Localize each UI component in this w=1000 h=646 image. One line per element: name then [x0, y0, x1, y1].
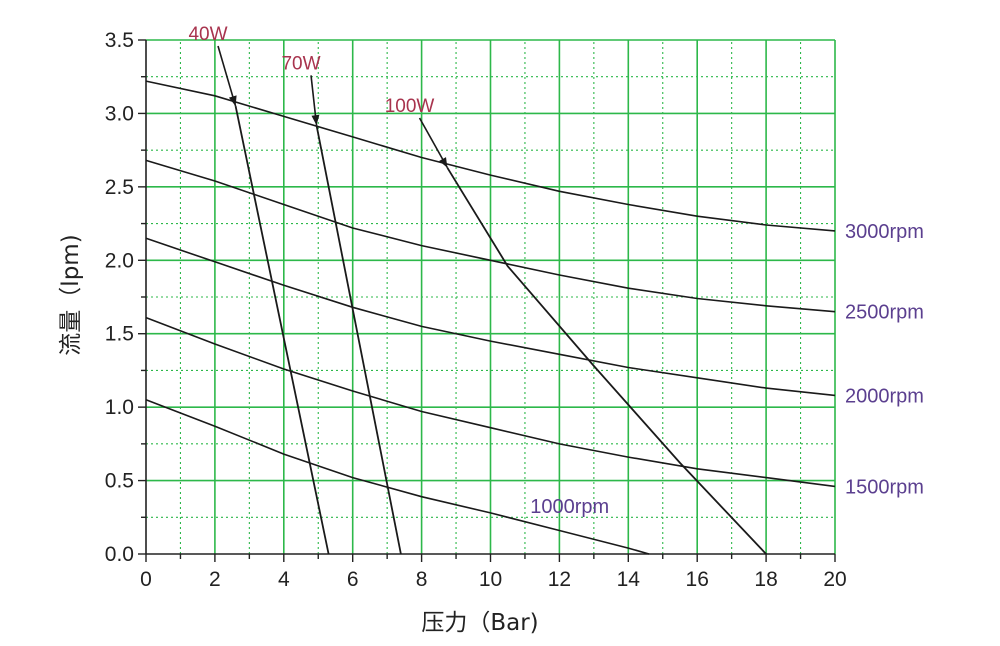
grid [146, 39, 836, 554]
series-line-1000rpm [145, 399, 650, 555]
series-line-1500rpm [145, 316, 836, 488]
y-ticks: 0.0 0.5 1.0 1.5 2.0 2.5 3.0 3.5 [105, 29, 146, 566]
power-line-70W [315, 125, 402, 555]
x-ticks: 0 2 4 6 8 10 12 14 16 18 20 [140, 554, 847, 591]
series-label: 2000rpm [845, 385, 924, 407]
y-tick-label: 3.5 [105, 29, 134, 52]
y-tick-label: 1.5 [105, 323, 134, 346]
series-line-3000rpm [145, 80, 836, 232]
power-line-100W [446, 167, 767, 555]
x-tick-label: 12 [548, 568, 571, 591]
x-tick-label: 6 [347, 568, 359, 591]
x-tick-label: 18 [754, 568, 777, 591]
power-label: 70W [281, 53, 320, 74]
series-line-2500rpm [145, 159, 836, 313]
series-line-2000rpm [145, 237, 836, 397]
power-arrow-head [439, 157, 448, 168]
series-label: 2500rpm [845, 302, 924, 324]
power-arrow-shaft [217, 45, 237, 107]
x-tick-label: 20 [823, 568, 846, 591]
y-tick-label: 3.0 [105, 102, 134, 125]
x-tick-label: 16 [686, 568, 709, 591]
x-axis-title: 压力（Bar) [421, 610, 538, 636]
rpm-series [145, 80, 836, 555]
x-tick-label: 4 [278, 568, 290, 591]
y-tick-label: 2.5 [105, 176, 134, 199]
power-label: 40W [188, 24, 227, 45]
series-labels: 3000rpm 2500rpm 2000rpm 1500rpm 1000rpm 40W 70… [188, 24, 923, 518]
power-arrow-head [228, 95, 237, 107]
y-tick-label: 1.0 [105, 396, 134, 419]
y-tick-label: 0.0 [105, 543, 134, 566]
power-label: 100W [385, 96, 435, 117]
power-line-40W [234, 105, 330, 555]
power-lines [217, 45, 767, 555]
x-tick-label: 2 [209, 568, 221, 591]
x-tick-label: 0 [140, 568, 152, 591]
x-tick-label: 10 [479, 568, 502, 591]
series-label: 1000rpm [530, 496, 609, 518]
x-tick-label: 8 [416, 568, 428, 591]
power-arrow-head [311, 114, 320, 126]
series-label: 3000rpm [845, 221, 924, 243]
x-tick-label: 14 [617, 568, 641, 591]
y-tick-label: 0.5 [105, 470, 134, 493]
series-label: 1500rpm [845, 476, 924, 498]
y-axis-title: 流量（lpm) [58, 234, 84, 355]
y-tick-label: 2.0 [105, 249, 134, 272]
